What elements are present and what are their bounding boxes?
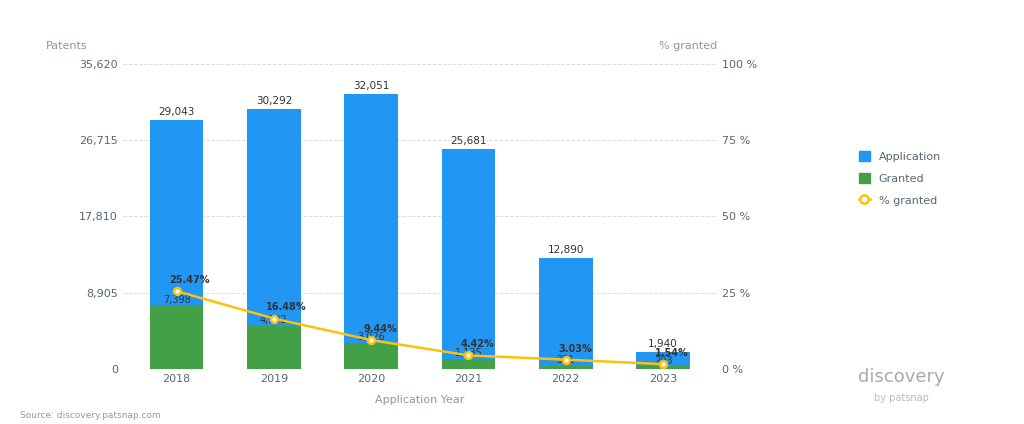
% granted — [560, 357, 572, 362]
Text: 29,043: 29,043 — [159, 107, 195, 117]
Text: Source: discovery.patsnap.com: Source: discovery.patsnap.com — [20, 411, 161, 420]
Text: 9.44%: 9.44% — [364, 324, 397, 334]
% granted — [463, 353, 475, 358]
% granted — [365, 338, 377, 343]
Text: 32,051: 32,051 — [353, 81, 389, 91]
Bar — [636, 366, 690, 369]
Text: % granted: % granted — [658, 42, 717, 51]
Bar — [344, 343, 398, 369]
% granted — [657, 362, 670, 367]
% granted — [267, 316, 280, 321]
Text: 3,026: 3,026 — [357, 332, 385, 342]
X-axis label: Application Year: Application Year — [375, 395, 465, 405]
Text: 4.42%: 4.42% — [461, 339, 495, 349]
Bar — [636, 352, 690, 369]
Bar — [539, 365, 593, 369]
Bar — [150, 120, 204, 369]
Bar — [441, 359, 496, 369]
Bar — [539, 258, 593, 369]
Text: 16.48%: 16.48% — [266, 302, 307, 312]
Text: 4,992: 4,992 — [260, 315, 288, 325]
Line: % granted: % granted — [173, 287, 667, 368]
Text: 30,292: 30,292 — [256, 96, 292, 106]
% granted — [170, 289, 182, 294]
Text: 25.47%: 25.47% — [169, 275, 209, 285]
Text: 1,135: 1,135 — [455, 349, 482, 358]
Text: 391: 391 — [557, 355, 574, 365]
Text: Patents: Patents — [46, 42, 87, 51]
Text: discovery: discovery — [858, 368, 944, 386]
Text: 3.03%: 3.03% — [558, 343, 592, 354]
Bar — [441, 149, 496, 369]
Bar — [150, 305, 204, 369]
Legend: Application, Granted, % granted: Application, Granted, % granted — [853, 145, 946, 211]
Bar — [247, 109, 301, 369]
Text: 12,890: 12,890 — [548, 245, 584, 255]
Text: 293: 293 — [653, 356, 673, 365]
Bar — [344, 94, 398, 369]
Text: by patsnap: by patsnap — [873, 393, 929, 403]
Text: 1.54%: 1.54% — [655, 348, 689, 358]
Text: 1,940: 1,940 — [648, 339, 678, 349]
Text: 7,398: 7,398 — [163, 295, 190, 305]
Bar — [247, 326, 301, 369]
Text: 25,681: 25,681 — [451, 136, 486, 146]
